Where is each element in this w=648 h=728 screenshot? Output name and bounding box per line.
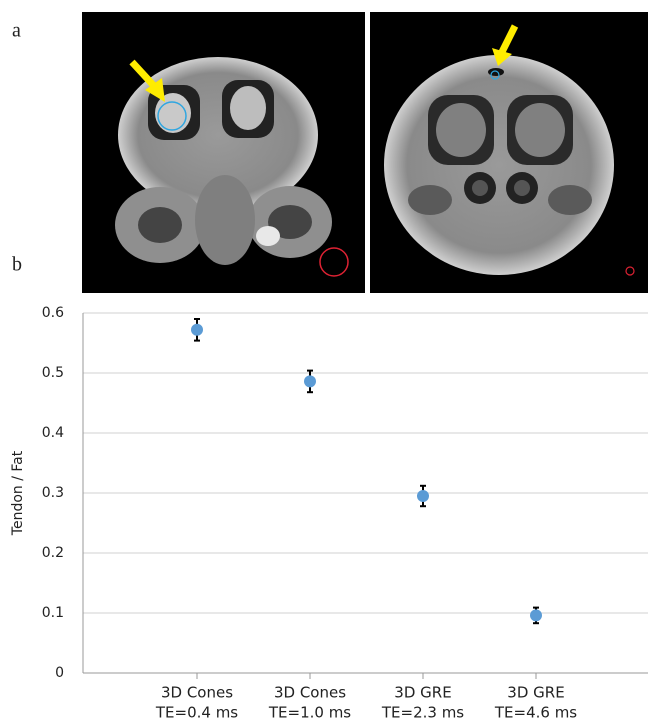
x-tick-label: 3D Cones [161,684,233,702]
x-tick-label: 3D GRE [507,684,564,702]
panel-label: a [12,20,21,42]
x-tick-label: TE=4.6 ms [494,704,577,722]
y-tick-label: 0 [55,665,64,681]
y-tick-label: 0.5 [42,365,64,381]
mri-image-right [370,12,648,293]
mri-image-left [82,12,365,293]
chart: Tendon / Fat 0 0.1 0.2 0.3 0.4 0.5 0.6 3D Cones… [10,305,648,722]
data-point [304,375,316,387]
x-tick-label: TE=2.3 ms [381,704,464,722]
data-point [530,609,542,621]
data-point [191,324,203,336]
y-tick-label: 0.4 [42,425,64,441]
x-tick-label: TE=0.4 ms [155,704,238,722]
figure: a b Tendon / Fat [0,0,648,728]
y-tick-label: 0.3 [42,485,64,501]
data-point [417,490,429,502]
y-axis-label: Tendon / Fat [10,450,26,536]
x-tick-label: 3D Cones [274,684,346,702]
y-tick-label: 0.6 [42,305,64,321]
y-tick-label: 0.1 [42,605,64,621]
x-tick-label: 3D GRE [394,684,451,702]
panel-label: b [12,254,22,276]
y-tick-label: 0.2 [42,545,64,561]
x-tick-label: TE=1.0 ms [268,704,351,722]
